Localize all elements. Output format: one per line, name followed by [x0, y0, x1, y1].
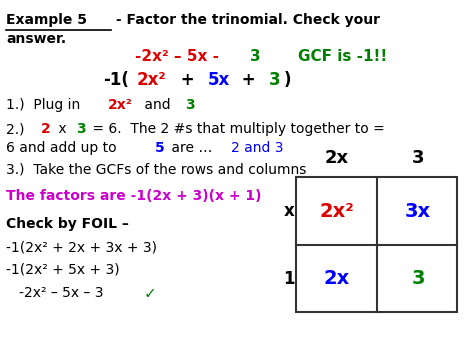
Text: 3: 3	[76, 122, 85, 136]
Text: ✓: ✓	[143, 286, 156, 301]
Text: -2x² – 5x -: -2x² – 5x -	[135, 49, 224, 64]
Text: 3x: 3x	[405, 202, 431, 221]
Text: Example 5: Example 5	[6, 13, 87, 27]
Text: 3.)  Take the GCFs of the rows and columns: 3.) Take the GCFs of the rows and column…	[6, 163, 307, 176]
Text: 2x²: 2x²	[319, 202, 354, 221]
Text: and: and	[139, 98, 174, 112]
Text: 3: 3	[185, 98, 194, 112]
Text: - Factor the trinomial. Check your: - Factor the trinomial. Check your	[110, 13, 380, 27]
Text: 2 and 3: 2 and 3	[231, 141, 284, 155]
Text: answer.: answer.	[6, 32, 66, 46]
Text: 2x²: 2x²	[108, 98, 132, 112]
Text: -1(2x² + 5x + 3): -1(2x² + 5x + 3)	[6, 263, 120, 277]
Text: The factors are -1(2x + 3)(x + 1): The factors are -1(2x + 3)(x + 1)	[6, 189, 262, 203]
Text: -1(2x² + 2x + 3x + 3): -1(2x² + 2x + 3x + 3)	[6, 241, 157, 255]
Text: 3: 3	[269, 71, 281, 89]
Text: x: x	[54, 122, 71, 136]
Text: 1.)  Plug in: 1.) Plug in	[6, 98, 85, 112]
Text: 3: 3	[412, 149, 424, 167]
Text: -1(: -1(	[103, 71, 129, 89]
Bar	[296, 178, 457, 312]
Text: 2x²: 2x²	[137, 71, 166, 89]
Text: 3: 3	[411, 269, 425, 288]
Text: 2x: 2x	[325, 149, 348, 167]
Text: 6 and add up to: 6 and add up to	[6, 141, 121, 155]
Text: 5x: 5x	[208, 71, 230, 89]
Text: Check by FOIL –: Check by FOIL –	[6, 217, 129, 230]
Text: 5: 5	[155, 141, 164, 155]
Text: ): )	[284, 71, 292, 89]
Text: +: +	[237, 71, 262, 89]
Text: 2: 2	[41, 122, 51, 136]
Text: -2x² – 5x – 3: -2x² – 5x – 3	[6, 286, 112, 300]
Text: 2.): 2.)	[6, 122, 33, 136]
Text: 3: 3	[250, 49, 261, 64]
Text: are …: are …	[167, 141, 217, 155]
Text: 2x: 2x	[323, 269, 350, 288]
Text: 1: 1	[283, 270, 295, 288]
Text: = 6.  The 2 #s that multiply together to =: = 6. The 2 #s that multiply together to …	[88, 122, 385, 136]
Text: GCF is -1!!: GCF is -1!!	[298, 49, 387, 64]
Text: x: x	[284, 202, 294, 220]
Text: +: +	[175, 71, 201, 89]
